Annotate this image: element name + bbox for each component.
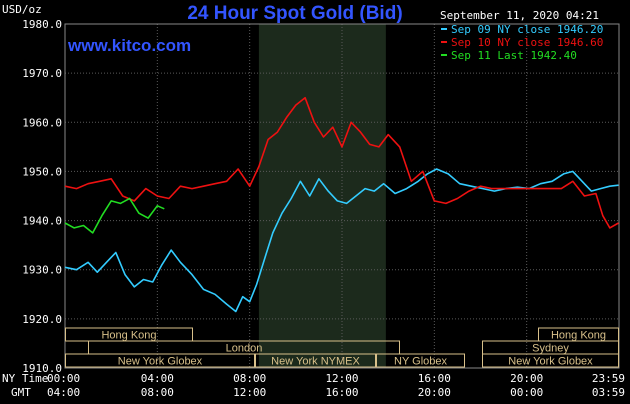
session-label: Sydney: [532, 343, 569, 355]
y-tick-label: 1960.0: [22, 116, 62, 129]
x-tick-gmt: 03:59: [592, 386, 625, 399]
x-axis: 00:0004:0004:0008:0008:0012:0012:0016:00…: [47, 372, 625, 399]
y-tick-label: 1950.0: [22, 165, 62, 178]
y-tick-label: 1940.0: [22, 215, 62, 228]
x-tick-ny: 12:00: [325, 372, 358, 385]
x-tick-ny: 23:59: [592, 372, 625, 385]
x-tick-ny: 16:00: [418, 372, 451, 385]
session-box: [376, 353, 465, 368]
series-line: [64, 197, 165, 234]
session-label: New York Globex: [508, 356, 593, 368]
session-label: Hong Kong: [101, 330, 156, 342]
y-unit-label: USD/oz: [2, 3, 42, 16]
highlight-band: [258, 24, 386, 368]
session-label: NY Globex: [394, 356, 447, 368]
timestamp: September 11, 2020 04:21: [440, 9, 599, 22]
x-tick-ny: 00:00: [47, 372, 80, 385]
x-tick-ny: 08:00: [233, 372, 266, 385]
session-label: London: [226, 343, 263, 355]
website-label: www.kitco.com: [67, 36, 191, 55]
session-label: New York Globex: [118, 356, 203, 368]
x-tick-gmt: 12:00: [233, 386, 266, 399]
y-tick-label: 1910.0: [22, 362, 62, 375]
x-tick-gmt: 04:00: [47, 386, 80, 399]
series-line: [64, 96, 619, 229]
chart-title: 24 Hour Spot Gold (Bid): [187, 3, 402, 24]
plot-frame: [64, 23, 620, 369]
gmt-label: GMT: [11, 386, 31, 399]
session-box: [65, 353, 255, 368]
legend-entry: Sep 10 NY close 1946.60: [451, 36, 603, 49]
y-axis: 1910.0 1920.0 1930.0 1940.0 1950.0 1960.0 1970…: [22, 18, 62, 375]
x-tick-ny: 20:00: [510, 372, 543, 385]
session-box: [482, 353, 619, 368]
series-lines: [64, 96, 619, 313]
y-tick-label: 1930.0: [22, 264, 62, 277]
x-tick-gmt: 00:00: [510, 386, 543, 399]
x-tick-gmt: 20:00: [418, 386, 451, 399]
y-tick-label: 1920.0: [22, 313, 62, 326]
legend-entry: Sep 11 Last 1942.40: [451, 49, 577, 62]
x-tick-gmt: 16:00: [325, 386, 358, 399]
x-tick-ny: 04:00: [141, 372, 174, 385]
y-tick-label: 1970.0: [22, 67, 62, 80]
x-tick-gmt: 08:00: [141, 386, 174, 399]
legend-entry: Sep 09 NY close 1946.20: [451, 23, 603, 36]
ny-time-label: NY Time: [2, 372, 48, 385]
session-box: [255, 353, 376, 368]
session-label: New York NYMEX: [271, 356, 360, 368]
y-tick-label: 1980.0: [22, 18, 62, 31]
session-label: Hong Kong: [551, 330, 606, 342]
